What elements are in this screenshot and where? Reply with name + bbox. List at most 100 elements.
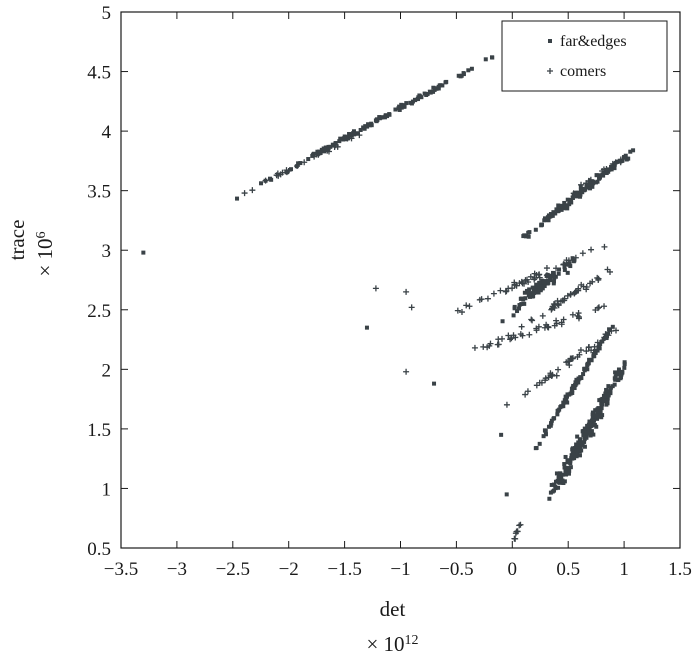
comers-point: [531, 276, 538, 283]
legend-label-far-edges: far&edges: [560, 33, 627, 50]
far-edges-point: [412, 97, 417, 102]
far-edges-point: [586, 431, 591, 436]
far-edges-point: [562, 267, 567, 272]
far-edges-point: [586, 182, 591, 187]
far-edges-point: [500, 319, 505, 324]
far-edges-point: [590, 421, 595, 426]
far-edges-point: [568, 458, 573, 463]
far-edges-point: [402, 103, 407, 108]
far-edges-point: [579, 188, 584, 193]
comers-point: [542, 375, 549, 382]
far-edges-point: [572, 258, 577, 263]
far-edges-point: [604, 388, 609, 393]
far-edges-point: [556, 485, 561, 490]
far-edges-point: [431, 85, 436, 90]
far-edges-point: [549, 421, 554, 426]
x-tick-label: 1.5: [668, 559, 692, 580]
far-edges-point: [600, 339, 605, 344]
comers-point: [519, 332, 526, 339]
comers-point: [294, 163, 301, 170]
legend-marker-far-edges: [548, 39, 552, 43]
far-edges-point: [592, 354, 597, 359]
comers-point: [503, 401, 510, 408]
far-edges-point: [557, 473, 562, 478]
far-edges-point: [600, 413, 605, 418]
comers-point: [511, 279, 518, 286]
far-edges-point: [559, 207, 564, 212]
comers-point: [577, 347, 584, 354]
comers-point: [611, 160, 618, 167]
comers-point: [569, 311, 576, 318]
far-edges-point: [425, 92, 430, 97]
far-edges-point: [589, 423, 594, 428]
far-edges-point: [517, 303, 522, 308]
far-edges-point: [436, 84, 441, 89]
far-edges-point: [571, 449, 576, 454]
far-edges-point: [567, 202, 572, 207]
far-edges-point: [599, 406, 604, 411]
far-edges-point: [545, 278, 550, 283]
far-edges-point: [565, 392, 570, 397]
comers-point: [564, 292, 571, 299]
far-edges-point: [512, 304, 517, 309]
comers-point: [603, 166, 610, 173]
comers-point: [528, 316, 535, 323]
x-tick-label: −2: [279, 559, 299, 580]
far-edges-point: [385, 114, 390, 119]
comers-point: [512, 535, 519, 542]
far-edges-point: [562, 462, 567, 467]
comers-point: [529, 317, 536, 324]
far-edges-point: [553, 211, 558, 216]
far-edges-point: [419, 95, 424, 100]
far-edges-point: [581, 372, 586, 377]
far-edges-point: [289, 167, 294, 172]
far-edges-point: [141, 250, 146, 255]
comers-point: [576, 351, 583, 358]
comers-point: [597, 339, 604, 346]
far-edges-point: [579, 448, 584, 453]
far-edges-point: [529, 291, 534, 296]
far-edges-point: [573, 383, 578, 388]
far-edges-point: [346, 135, 351, 140]
comers-point: [498, 335, 505, 342]
far-edges-point: [393, 107, 398, 112]
far-edges-point: [620, 370, 625, 375]
far-edges-point: [601, 398, 606, 403]
comers-point: [612, 327, 619, 334]
far-edges-point: [557, 267, 562, 272]
far-edges-point: [600, 396, 605, 401]
far-edges-point: [553, 479, 558, 484]
far-edges-point: [499, 432, 504, 437]
far-edges-point: [563, 454, 568, 459]
far-edges-point: [596, 406, 601, 411]
comers-point: [588, 246, 595, 253]
comers-point: [507, 336, 514, 343]
comers-point: [595, 305, 602, 312]
far-edges-point: [582, 444, 587, 449]
y-tick-label: 2.5: [87, 301, 111, 322]
far-edges-point: [604, 336, 609, 341]
comers-point: [555, 366, 562, 373]
comers-point: [583, 283, 590, 290]
comers-point: [547, 68, 553, 74]
far-edges-point: [296, 161, 301, 166]
comers-point: [594, 274, 601, 281]
far-edges-point: [613, 375, 618, 380]
far-edges-point: [443, 80, 448, 85]
far-edges-point: [533, 446, 538, 451]
far-edges-point: [562, 203, 567, 208]
comers-point: [334, 143, 341, 150]
far-edges-point: [587, 357, 592, 362]
far-edges-point: [537, 441, 542, 446]
far-edges-point: [562, 398, 567, 403]
comers-point: [536, 271, 543, 278]
comers-point: [553, 372, 560, 379]
far-edges-point: [593, 408, 598, 413]
far-edges-point: [590, 410, 595, 415]
comers-point: [348, 135, 355, 142]
far-edges-point: [422, 91, 427, 96]
far-edges-point: [558, 471, 563, 476]
far-edges-point: [588, 186, 593, 191]
far-edges-point: [628, 149, 633, 154]
comers-point: [403, 288, 410, 295]
